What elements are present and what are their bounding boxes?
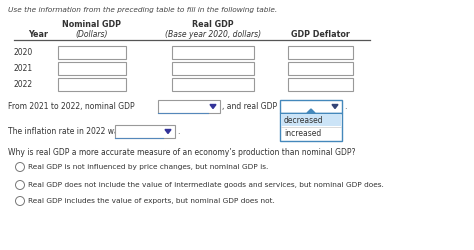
Circle shape (16, 196, 25, 205)
Polygon shape (165, 130, 171, 134)
Text: 2021: 2021 (14, 64, 33, 73)
Bar (288, 46, 353, 59)
Text: 2022: 2022 (14, 80, 33, 89)
Bar (172, 78, 254, 91)
Text: Nominal GDP: Nominal GDP (63, 20, 121, 29)
Text: Use the information from the preceding table to fill in the following table.: Use the information from the preceding t… (8, 7, 277, 13)
Text: .: . (177, 127, 179, 136)
Circle shape (16, 180, 25, 190)
Bar (158, 100, 220, 113)
Polygon shape (210, 104, 216, 108)
Polygon shape (332, 104, 338, 108)
Text: Year: Year (28, 30, 48, 39)
Bar (281, 114, 341, 126)
Text: , and real GDP: , and real GDP (222, 102, 277, 111)
Bar (58, 78, 126, 91)
Text: The inflation rate in 2022 was: The inflation rate in 2022 was (8, 127, 123, 136)
Bar (58, 46, 126, 59)
Text: Real GDP is not influenced by price changes, but nominal GDP is.: Real GDP is not influenced by price chan… (28, 164, 268, 170)
Text: Real GDP: Real GDP (192, 20, 234, 29)
Text: GDP Deflator: GDP Deflator (291, 30, 349, 39)
Polygon shape (307, 109, 315, 113)
Circle shape (16, 162, 25, 172)
Bar (58, 62, 126, 75)
Text: Why is real GDP a more accurate measure of an economy’s production than nominal : Why is real GDP a more accurate measure … (8, 148, 356, 157)
Bar (280, 113, 342, 141)
Text: increased: increased (284, 129, 321, 138)
Bar (172, 62, 254, 75)
Bar (280, 100, 342, 113)
Text: (Dollars): (Dollars) (76, 30, 108, 39)
Text: (Base year 2020, dollars): (Base year 2020, dollars) (165, 30, 261, 39)
Text: Real GDP does not include the value of intermediate goods and services, but nomi: Real GDP does not include the value of i… (28, 182, 384, 188)
Bar (172, 46, 254, 59)
Text: From 2021 to 2022, nominal GDP: From 2021 to 2022, nominal GDP (8, 102, 135, 111)
Text: decreased: decreased (284, 116, 324, 125)
Bar (288, 78, 353, 91)
Text: .: . (344, 102, 346, 111)
Text: 2020: 2020 (14, 48, 33, 57)
Bar (115, 125, 175, 138)
Bar (288, 62, 353, 75)
Text: Real GDP includes the value of exports, but nominal GDP does not.: Real GDP includes the value of exports, … (28, 198, 275, 204)
